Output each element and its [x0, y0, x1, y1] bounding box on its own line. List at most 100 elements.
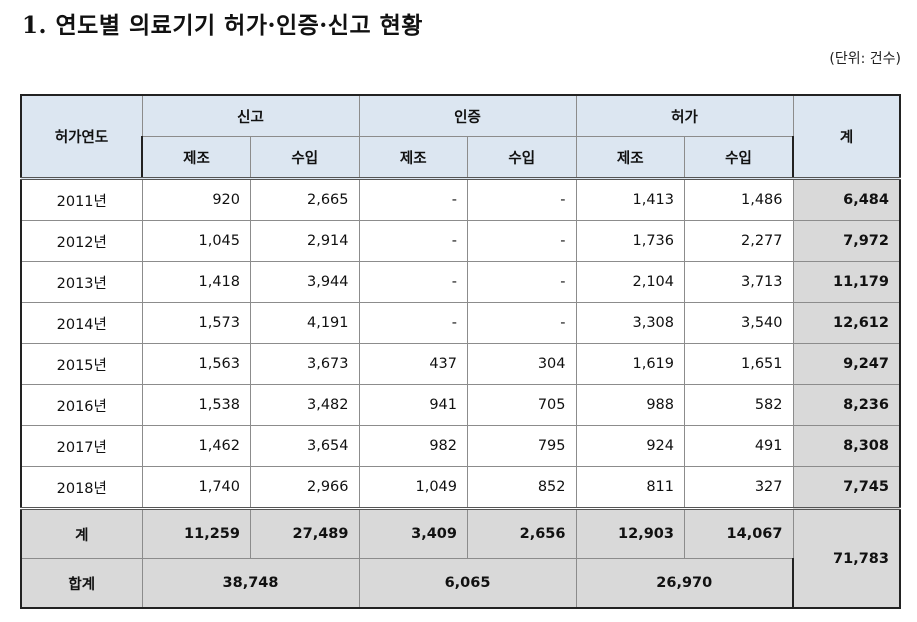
value-cell: 1,045: [141, 220, 251, 262]
value-cell: 920: [141, 177, 251, 221]
row-total-cell: 8,236: [792, 384, 901, 426]
year-cell: 2011년: [20, 177, 143, 221]
value-cell: 3,540: [684, 302, 794, 344]
grand-row: 합계 38,748 6,065 26,970: [20, 558, 900, 609]
unit-note: (단위: 건수): [829, 51, 901, 67]
header-group-report: 신고: [141, 94, 360, 137]
table-row: 2013년 1,418 3,944- -2,104 3,713 11,179: [20, 261, 901, 303]
year-cell: 2015년: [20, 343, 143, 385]
value-cell: 327: [684, 466, 794, 509]
value-cell: 811: [575, 466, 685, 509]
header-total: 계: [792, 94, 901, 179]
value-cell: 1,538: [141, 384, 251, 426]
value-cell: 2,966: [250, 466, 360, 509]
table-row: 2018년 1,740 2,966 1,049 852 811 327 7,745: [20, 466, 901, 509]
table-row: 2015년 1,563 3,673 437 304 1,619 1,651 9,247: [20, 343, 901, 385]
header-year: 허가연도: [20, 94, 143, 179]
value-cell: 941: [358, 384, 468, 426]
sum-cell: 11,259: [141, 507, 251, 559]
value-cell: 2,277: [684, 220, 794, 262]
grand-report: 38,748: [141, 558, 360, 609]
value-cell: 2,665: [250, 177, 360, 221]
value-cell: 1,651: [684, 343, 794, 385]
value-cell: 582: [684, 384, 794, 426]
value-cell: 982: [358, 425, 468, 467]
value-cell: -: [467, 220, 577, 262]
row-total-cell: 6,484: [792, 177, 901, 221]
row-total-cell: 8,308: [792, 425, 901, 467]
sum-label: 계: [20, 507, 143, 559]
subheader-make: 제조: [358, 136, 468, 179]
value-cell: 491: [684, 425, 794, 467]
value-cell: 1,462: [141, 425, 251, 467]
value-cell: 4,191: [250, 302, 360, 344]
value-cell: 1,486: [684, 177, 794, 221]
table-row: 2011년 920 2,665- -1,413 1,486 6,484: [20, 177, 901, 221]
sum-row: 계 11,259 27,489 3,409 2,656 12,903 14,06…: [20, 507, 901, 609]
header-group-certification: 인증: [358, 94, 577, 137]
value-cell: 852: [467, 466, 577, 509]
value-cell: -: [358, 177, 468, 221]
value-cell: 1,740: [141, 466, 251, 509]
row-total-cell: 12,612: [792, 302, 901, 344]
grand-approval: 26,970: [575, 558, 794, 609]
value-cell: 3,673: [250, 343, 360, 385]
table-row: 2012년 1,045 2,914- -1,736 2,277 7,972: [20, 220, 901, 262]
table-row: 2017년 1,462 3,654 982 795 924 491 8,308: [20, 425, 901, 467]
value-cell: 1,418: [141, 261, 251, 303]
value-cell: 3,944: [250, 261, 360, 303]
value-cell: -: [467, 261, 577, 303]
value-cell: -: [358, 220, 468, 262]
value-cell: 1,619: [575, 343, 685, 385]
subheader-make: 제조: [141, 136, 251, 179]
value-cell: 1,049: [358, 466, 468, 509]
row-total-cell: 7,972: [792, 220, 901, 262]
header-group-approval: 허가: [575, 94, 794, 137]
sum-cell: 2,656: [467, 507, 577, 559]
year-cell: 2012년: [20, 220, 143, 262]
device-approval-table: 허가연도 신고 인증 허가 계 제조 수입 제조 수입 제조 수입 2011년 9…: [20, 94, 901, 609]
table-row: 2016년 1,538 3,482 941 705 988 582 8,236: [20, 384, 901, 426]
subheader-import: 수입: [250, 136, 360, 179]
value-cell: 705: [467, 384, 577, 426]
row-total-cell: 7,745: [792, 466, 901, 509]
year-cell: 2018년: [20, 466, 143, 509]
value-cell: 924: [575, 425, 685, 467]
table-row: 2014년 1,573 4,191- -3,308 3,540 12,612: [20, 302, 901, 344]
value-cell: -: [358, 261, 468, 303]
sum-cell: 27,489: [250, 507, 360, 559]
subheader-make: 제조: [575, 136, 685, 179]
value-cell: 2,104: [575, 261, 685, 303]
value-cell: 2,914: [250, 220, 360, 262]
grand-label: 합계: [20, 558, 143, 609]
row-total-cell: 9,247: [792, 343, 901, 385]
value-cell: 437: [358, 343, 468, 385]
value-cell: 1,413: [575, 177, 685, 221]
value-cell: 795: [467, 425, 577, 467]
page-title: 1. 연도별 의료기기 허가·인증·신고 현황: [22, 12, 423, 39]
value-cell: 1,736: [575, 220, 685, 262]
sum-cell: 3,409: [358, 507, 468, 559]
year-cell: 2014년: [20, 302, 143, 344]
subheader-import: 수입: [467, 136, 577, 179]
grand-certification: 6,065: [358, 558, 577, 609]
value-cell: 3,654: [250, 425, 360, 467]
value-cell: 988: [575, 384, 685, 426]
row-total-cell: 11,179: [792, 261, 901, 303]
value-cell: 304: [467, 343, 577, 385]
year-cell: 2017년: [20, 425, 143, 467]
subheader-import: 수입: [684, 136, 794, 179]
grand-total: 71,783: [792, 507, 901, 609]
value-cell: -: [467, 177, 577, 221]
value-cell: 1,563: [141, 343, 251, 385]
value-cell: -: [358, 302, 468, 344]
sum-cell: 14,067: [684, 507, 794, 559]
value-cell: 3,482: [250, 384, 360, 426]
year-cell: 2013년: [20, 261, 143, 303]
value-cell: 3,713: [684, 261, 794, 303]
sum-cell: 12,903: [575, 507, 685, 559]
year-cell: 2016년: [20, 384, 143, 426]
value-cell: 3,308: [575, 302, 685, 344]
value-cell: 1,573: [141, 302, 251, 344]
value-cell: -: [467, 302, 577, 344]
